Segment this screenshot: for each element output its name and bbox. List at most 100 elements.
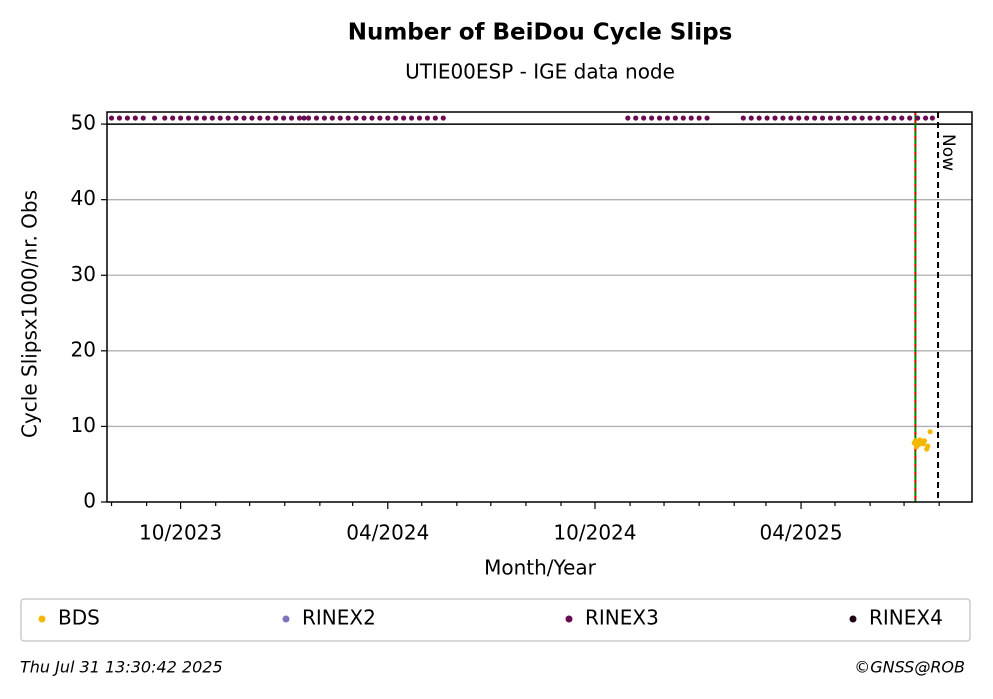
data-point <box>369 115 375 121</box>
data-point <box>116 115 123 121</box>
data-point <box>819 115 826 121</box>
data-point <box>899 115 905 121</box>
data-point <box>408 115 415 121</box>
data-point <box>241 115 247 121</box>
data-point <box>313 115 320 121</box>
data-point <box>321 115 327 121</box>
x-axis-label: Month/Year <box>484 556 597 580</box>
data-point <box>843 115 849 121</box>
data-point <box>132 115 138 121</box>
data-point <box>696 115 702 121</box>
data-point <box>170 115 176 121</box>
data-point <box>361 115 367 121</box>
chart-title: Number of BeiDou Cycle Slips <box>348 20 733 46</box>
data-point <box>915 115 921 121</box>
data-point <box>804 115 810 121</box>
data-point <box>672 115 678 121</box>
data-point <box>788 115 794 121</box>
data-point <box>922 115 929 121</box>
plot-frame <box>106 111 973 503</box>
y-tick-label: 40 <box>71 186 96 210</box>
data-point <box>209 115 215 121</box>
data-point <box>835 115 842 121</box>
legend-frame <box>20 598 971 642</box>
data-point <box>201 115 207 121</box>
data-point <box>641 115 647 121</box>
legend-label: RINEX2 <box>302 606 376 630</box>
data-point <box>680 115 686 121</box>
data-point <box>656 115 663 121</box>
data-point <box>827 115 834 121</box>
data-point <box>296 115 303 121</box>
data-point <box>907 115 913 121</box>
data-point <box>648 115 655 121</box>
data-point <box>273 115 279 121</box>
data-point <box>249 115 255 121</box>
y-tick-label: 20 <box>71 337 96 361</box>
data-point <box>424 115 431 121</box>
legend-label: RINEX4 <box>869 606 943 630</box>
data-point <box>345 115 351 121</box>
data-point <box>921 438 928 444</box>
data-point <box>337 115 343 121</box>
legend-marker <box>565 615 573 623</box>
data-point <box>108 115 115 121</box>
data-point <box>265 115 271 121</box>
data-point <box>257 115 263 121</box>
y-axis-label: Cycle Slipsx1000/nr. Obs <box>18 190 42 438</box>
data-point <box>812 115 818 121</box>
data-point <box>875 115 881 121</box>
data-point <box>867 115 873 121</box>
data-point <box>233 115 239 121</box>
footer-date: Thu Jul 31 13:30:42 2025 <box>20 658 223 677</box>
legend-label: RINEX3 <box>585 606 659 630</box>
data-point <box>401 115 407 121</box>
data-point <box>440 115 446 121</box>
data-point <box>353 115 359 121</box>
data-point <box>927 429 933 435</box>
data-point <box>851 115 857 121</box>
y-tick-label: 0 <box>83 489 96 513</box>
legend-label: BDS <box>58 606 100 630</box>
data-point <box>704 115 710 121</box>
data-point <box>748 115 754 121</box>
x-tick-label: 10/2024 <box>553 521 636 545</box>
data-point <box>329 115 335 121</box>
legend-marker <box>849 615 857 623</box>
y-tick-label: 50 <box>71 111 96 135</box>
data-point <box>883 115 889 121</box>
data-point <box>633 115 639 121</box>
legend-marker <box>38 615 46 623</box>
data-point <box>764 115 770 121</box>
x-tick-label: 10/2023 <box>139 521 222 545</box>
data-point <box>140 115 146 121</box>
chart-subtitle: UTIE00ESP - IGE data node <box>405 60 675 84</box>
data-point <box>929 115 935 121</box>
data-point <box>780 115 786 121</box>
y-tick-label: 30 <box>71 262 96 286</box>
data-point <box>377 115 383 121</box>
data-point <box>796 115 802 121</box>
data-point <box>416 115 423 121</box>
data-point <box>740 115 746 121</box>
data-point <box>305 115 312 121</box>
data-point <box>393 115 399 121</box>
data-point <box>177 115 184 121</box>
data-point <box>281 115 287 121</box>
data-point <box>288 115 295 121</box>
data-point <box>385 115 391 121</box>
data-point <box>225 115 231 121</box>
data-point <box>193 115 200 121</box>
data-point <box>891 115 897 121</box>
x-tick-label: 04/2024 <box>346 521 429 545</box>
data-point <box>217 115 223 121</box>
footer-credit: ©GNSS@ROB <box>854 658 965 677</box>
data-point <box>162 115 168 121</box>
data-point <box>925 443 931 449</box>
data-point <box>301 115 307 121</box>
vertical-line-label: Now <box>938 134 958 171</box>
data-point <box>151 115 158 121</box>
legend-marker <box>282 615 290 623</box>
data-point <box>625 115 631 121</box>
